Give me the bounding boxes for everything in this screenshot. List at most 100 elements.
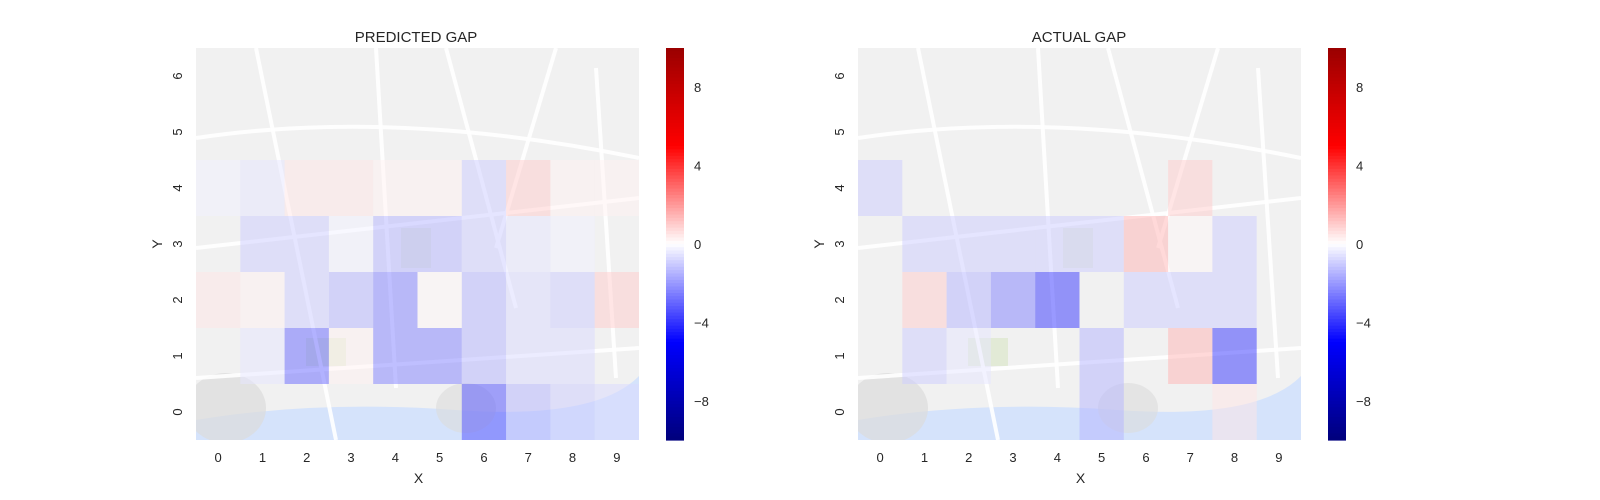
- colorbar-band: [1328, 244, 1346, 248]
- colorbar-band: [666, 283, 684, 288]
- colorbar-band: [1328, 306, 1346, 310]
- colorbar-band: [1328, 345, 1346, 350]
- colorbar-band: [666, 306, 684, 310]
- heatmap-cell: [373, 272, 418, 328]
- colorbar-band: [666, 90, 684, 95]
- colorbar-band: [1328, 224, 1346, 229]
- colorbar-band: [666, 266, 684, 271]
- colorbar-band: [666, 172, 684, 176]
- colorbar-band: [666, 136, 684, 141]
- heatmap-cell: [417, 160, 462, 216]
- heatmap-cell: [1168, 328, 1213, 384]
- colorbar-band: [666, 155, 684, 160]
- heatmap-cell: [1123, 272, 1169, 328]
- heatmap-cell: [902, 272, 947, 328]
- colorbar-band: [1328, 90, 1346, 95]
- colorbar-band: [666, 293, 684, 297]
- x-tick-label: 4: [1054, 450, 1061, 465]
- heatmap-cell: [328, 328, 374, 384]
- y-tick-label: 3: [832, 240, 847, 247]
- colorbar-band: [666, 211, 684, 216]
- colorbar-band: [666, 224, 684, 229]
- colorbar-band: [666, 159, 684, 163]
- heatmap-cell: [240, 160, 285, 216]
- x-tick-label: 3: [1009, 450, 1016, 465]
- colorbar-band: [1328, 204, 1346, 209]
- colorbar-band: [666, 97, 684, 101]
- colorbar-band: [666, 123, 684, 127]
- heatmap-cell: [506, 216, 551, 272]
- colorbar-band: [1328, 322, 1346, 327]
- colorbar-band: [666, 270, 684, 274]
- heatmap-cell: [1212, 328, 1257, 384]
- colorbar-band: [666, 61, 684, 65]
- colorbar-band: [1328, 113, 1346, 118]
- heatmap-cell: [461, 328, 507, 384]
- colorbar-band: [1328, 142, 1346, 147]
- heatmap-cell: [550, 328, 595, 384]
- colorbar-band: [666, 181, 684, 186]
- heatmap-cell: [594, 160, 639, 216]
- x-tick-label: 8: [1231, 450, 1238, 465]
- colorbar-band: [1328, 234, 1346, 239]
- colorbar-band: [666, 263, 684, 268]
- colorbar-band: [666, 319, 684, 323]
- map-road: [1256, 67, 1280, 379]
- colorbar-band: [666, 149, 684, 154]
- y-tick-label: 6: [170, 72, 185, 79]
- heatmap-cell: [594, 384, 639, 440]
- colorbar-band: [1328, 129, 1346, 134]
- colorbar-band: [1328, 423, 1346, 428]
- heatmap-cell: [506, 384, 551, 440]
- colorbar-band: [1328, 417, 1346, 421]
- colorbar-tick-label: 0: [694, 237, 701, 252]
- colorbar-band: [666, 387, 684, 392]
- colorbar-band: [666, 230, 684, 235]
- colorbar-band: [1328, 227, 1346, 232]
- colorbar-band: [1328, 195, 1346, 199]
- colorbar-band: [666, 116, 684, 121]
- colorbar-band: [666, 57, 684, 62]
- map-road: [858, 124, 1301, 160]
- colorbar-band: [666, 253, 684, 258]
- y-tick-label: 0: [832, 408, 847, 415]
- colorbar-band: [1328, 64, 1346, 69]
- colorbar-band: [666, 70, 684, 75]
- colorbar-band: [666, 129, 684, 134]
- heatmap-cell: [196, 160, 241, 216]
- colorbar-band: [1328, 286, 1346, 291]
- colorbar-band: [666, 417, 684, 421]
- colorbar-band: [666, 201, 684, 206]
- colorbar-band: [1328, 152, 1346, 157]
- heatmap-cell: [1079, 384, 1124, 440]
- colorbar-band: [666, 185, 684, 190]
- heatmap-cell: [328, 216, 374, 272]
- colorbar-band: [666, 384, 684, 389]
- heatmap-cell: [373, 328, 418, 384]
- colorbar-band: [1328, 54, 1346, 59]
- colorbar-band: [1328, 328, 1346, 333]
- colorbar-band: [1328, 302, 1346, 307]
- colorbar-band: [666, 273, 684, 278]
- colorbar-band: [666, 413, 684, 418]
- colorbar-band: [1328, 136, 1346, 141]
- colorbar-band: [1328, 361, 1346, 366]
- colorbar-band: [666, 289, 684, 294]
- colorbar-band: [666, 234, 684, 239]
- heatmap-cell: [1035, 272, 1080, 328]
- colorbar-band: [1328, 100, 1346, 105]
- heatmap-cell: [284, 272, 329, 328]
- colorbar-band: [1328, 342, 1346, 346]
- colorbar-band: [1328, 257, 1346, 261]
- colorbar-band: [666, 74, 684, 78]
- colorbar-band: [1328, 237, 1346, 242]
- chart-title: ACTUAL GAP: [1032, 29, 1126, 46]
- colorbar-band: [1328, 240, 1346, 245]
- colorbar-band: [666, 335, 684, 340]
- colorbar-band: [1328, 325, 1346, 330]
- x-tick-label: 2: [965, 450, 972, 465]
- colorbar-band: [1328, 332, 1346, 337]
- colorbar-band: [666, 100, 684, 105]
- y-axis-label: Y: [811, 239, 827, 249]
- colorbar-band: [666, 132, 684, 137]
